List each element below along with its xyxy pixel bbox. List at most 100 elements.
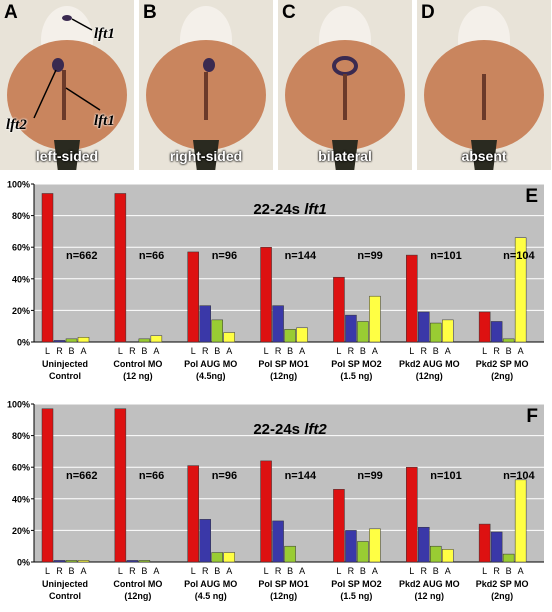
bar-A	[514, 479, 527, 563]
n-label: n=96	[212, 250, 237, 262]
panel-caption: left-sided	[35, 148, 99, 164]
bar-A	[223, 552, 235, 563]
embryo-panel-d: D absent	[417, 0, 551, 170]
group-sublabel: (12 ng)	[415, 591, 445, 601]
bar-label: B	[433, 346, 439, 356]
bar-label: L	[191, 566, 196, 576]
bar-R	[418, 526, 430, 563]
n-label: n=104	[503, 470, 535, 482]
bar-label: A	[518, 346, 524, 356]
n-label: n=104	[503, 250, 535, 262]
y-tick-label: 80%	[12, 211, 30, 221]
bar-label: L	[409, 566, 414, 576]
bar-L	[333, 276, 345, 343]
bar-R	[53, 560, 66, 563]
bar-label: A	[445, 566, 451, 576]
n-label: n=101	[430, 250, 462, 262]
bar-label: L	[118, 346, 123, 356]
group-sublabel: (2ng)	[491, 591, 513, 601]
bar-L	[406, 254, 418, 343]
group-sublabel: (4.5ng)	[196, 371, 226, 381]
bar-R	[490, 321, 503, 343]
panel-letter: E	[525, 186, 538, 207]
n-label: n=66	[139, 470, 164, 482]
bar-label: B	[68, 346, 74, 356]
group-label: Pol SP MO1	[258, 359, 308, 369]
callout-arrows	[33, 18, 101, 119]
bar-label: B	[141, 346, 147, 356]
bar-label: R	[348, 346, 355, 356]
bar-L	[41, 408, 54, 563]
bar-label: R	[275, 346, 282, 356]
bar-A	[369, 528, 381, 563]
bar-R	[345, 530, 357, 563]
n-label: n=99	[357, 250, 382, 262]
bar-label: B	[433, 566, 439, 576]
y-tick-label: 20%	[12, 526, 30, 536]
panel-letter: A	[4, 2, 18, 23]
bar-label: A	[299, 566, 305, 576]
bar-label: R	[56, 566, 63, 576]
bar-label: A	[153, 566, 159, 576]
n-label: n=662	[66, 470, 98, 482]
bar-label: R	[275, 566, 282, 576]
lft2-callout: lft2	[6, 117, 27, 133]
bar-label: L	[45, 566, 50, 576]
bar-R	[272, 520, 284, 563]
bar-A	[442, 319, 454, 343]
bar-B	[357, 541, 369, 563]
bar-B	[65, 560, 78, 563]
bar-label: A	[299, 346, 305, 356]
bar-label: L	[409, 346, 414, 356]
group-label: Uninjected	[42, 359, 88, 369]
group-sublabel: (12ng)	[124, 591, 151, 601]
bar-label: R	[202, 346, 209, 356]
bar-label: A	[372, 346, 378, 356]
bar-label: L	[264, 566, 269, 576]
bar-B	[284, 329, 296, 343]
bar-R	[490, 531, 503, 563]
n-label: n=99	[357, 470, 382, 482]
bar-R	[345, 314, 357, 343]
n-label: n=66	[139, 250, 164, 262]
group-label: Uninjected	[42, 579, 88, 589]
group-label: Pkd2 AUG MO	[399, 579, 460, 589]
y-tick-label: 100%	[7, 180, 30, 190]
bar-B	[430, 322, 442, 343]
bar-label: B	[360, 346, 366, 356]
n-label: n=101	[430, 470, 462, 482]
bar-A	[514, 237, 527, 343]
bar-label: R	[493, 346, 500, 356]
bar-label: A	[226, 346, 232, 356]
n-label: n=144	[285, 470, 317, 482]
panel-letter: F	[526, 406, 538, 427]
group-sublabel: (1.5 ng)	[340, 371, 372, 381]
bar-B	[357, 321, 369, 343]
bar-label: L	[264, 346, 269, 356]
bar-B	[430, 545, 442, 563]
bar-label: L	[336, 566, 341, 576]
embryo-panel-a: A left-sided	[0, 0, 134, 170]
y-tick-label: 0%	[17, 338, 30, 348]
embryo-panel-c: C bilateral	[278, 0, 412, 170]
y-tick-label: 20%	[12, 306, 30, 316]
bar-label: R	[202, 566, 209, 576]
bar-label: L	[336, 346, 341, 356]
bar-label: B	[214, 566, 220, 576]
bar-label: A	[153, 346, 159, 356]
bar-R	[199, 305, 211, 343]
bar-label: R	[129, 346, 136, 356]
bar-B	[502, 553, 515, 563]
bar-label: R	[493, 566, 500, 576]
bar-label: A	[372, 566, 378, 576]
bar-R	[199, 519, 211, 563]
bar-label: A	[518, 566, 524, 576]
group-sublabel: Control	[49, 371, 81, 381]
bar-R	[126, 560, 139, 563]
bar-R	[53, 340, 66, 343]
bar-A	[77, 560, 90, 563]
bar-A	[223, 332, 235, 343]
lft1-callout-bottom: lft1	[94, 113, 115, 129]
